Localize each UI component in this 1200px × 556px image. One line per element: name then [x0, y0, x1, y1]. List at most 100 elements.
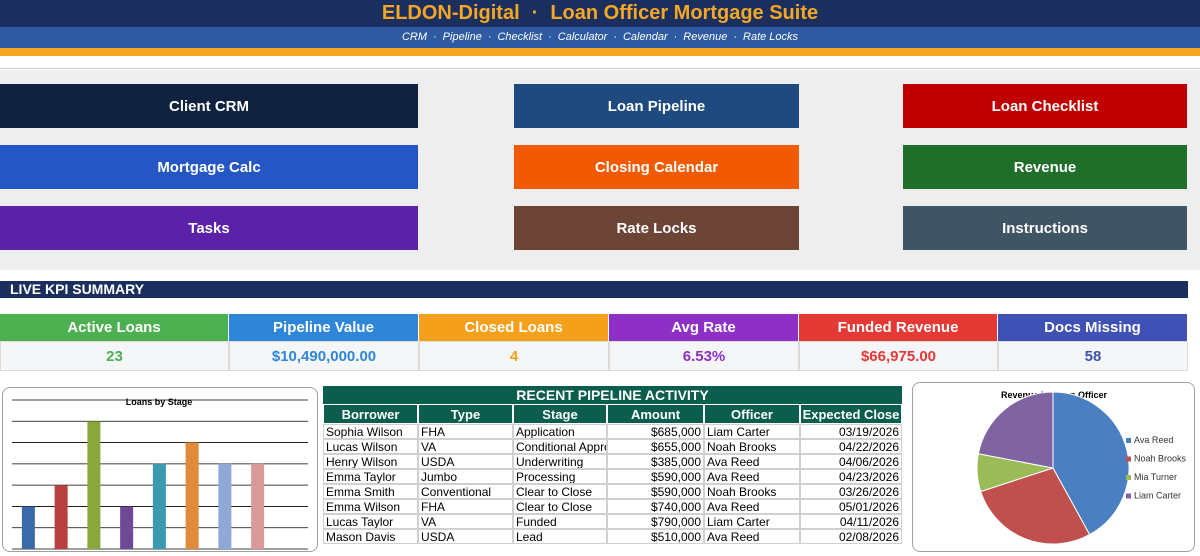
table-cell: $655,000 — [607, 439, 704, 454]
nav-button[interactable]: Client CRM — [0, 84, 418, 128]
table-header: Type — [418, 404, 513, 424]
nav-button[interactable]: Rate Locks — [514, 206, 799, 250]
kpi-label: Active Loans — [0, 314, 229, 341]
table-header: Expected Close — [800, 404, 902, 424]
table-cell: Lucas Taylor — [323, 514, 418, 529]
separator: · — [531, 2, 539, 24]
table-cell: Liam Carter — [704, 424, 800, 439]
table-cell: Funded — [513, 514, 607, 529]
legend-label: Mia Turner — [1134, 472, 1177, 482]
table-cell: Emma Taylor — [323, 469, 418, 484]
table-cell: Ava Reed — [704, 499, 800, 514]
kpi-label: Docs Missing — [998, 314, 1188, 341]
table-header: Borrower — [323, 404, 418, 424]
table-cell: 05/01/2026 — [800, 499, 902, 514]
menu-item[interactable]: Calendar — [622, 31, 668, 43]
table-cell: Sophia Wilson — [323, 424, 418, 439]
table-cell: VA — [418, 439, 513, 454]
kpi-value: $10,490,000.00 — [229, 341, 419, 371]
table-cell: Clear to Close — [513, 499, 607, 514]
legend-swatch — [1126, 475, 1131, 480]
menu-item[interactable]: Checklist — [497, 31, 543, 43]
table-title: RECENT PIPELINE ACTIVITY — [323, 386, 902, 404]
bar — [218, 463, 232, 549]
table-cell: $510,000 — [607, 529, 704, 544]
separator: · — [673, 31, 678, 43]
table-cell: $385,000 — [607, 454, 704, 469]
menu-item[interactable]: Rate Locks — [743, 31, 799, 43]
nav-button[interactable]: Loan Pipeline — [514, 84, 799, 128]
nav-button[interactable]: Revenue — [903, 145, 1187, 189]
legend-label: Ava Reed — [1134, 435, 1173, 445]
nav-button[interactable]: Loan Checklist — [903, 84, 1187, 128]
table-cell: Ava Reed — [704, 454, 800, 469]
bar — [21, 506, 35, 549]
kpi-value: 58 — [998, 341, 1188, 371]
accent-bar — [0, 48, 1200, 56]
table-cell: 04/22/2026 — [800, 439, 902, 454]
table-cell: Ava Reed — [704, 529, 800, 544]
nav-button[interactable]: Mortgage Calc — [0, 145, 418, 189]
nav-button[interactable]: Closing Calendar — [514, 145, 799, 189]
nav-menu: CRM · Pipeline · Checklist · Calculator · Calend… — [0, 27, 1200, 48]
title-right: Loan Officer Mortgage Suite — [550, 2, 819, 24]
table-cell: Processing — [513, 469, 607, 484]
nav-button[interactable]: Tasks — [0, 206, 418, 250]
table-cell: 04/11/2026 — [800, 514, 902, 529]
table-cell: Clear to Close — [513, 484, 607, 499]
table-cell: Lead — [513, 529, 607, 544]
table-cell: USDA — [418, 454, 513, 469]
app-title: ELDON-Digital · Loan Officer Mortgage Suit… — [0, 0, 1200, 27]
table-cell: $740,000 — [607, 499, 704, 514]
separator: · — [733, 31, 738, 43]
table-cell: 04/06/2026 — [800, 454, 902, 469]
kpi-label: Funded Revenue — [799, 314, 998, 341]
table-cell: Noah Brooks — [704, 484, 800, 499]
bar — [54, 485, 68, 549]
table-cell: 02/08/2026 — [800, 529, 902, 544]
table-cell: 03/19/2026 — [800, 424, 902, 439]
nav-button[interactable]: Instructions — [903, 206, 1187, 250]
table-cell: $590,000 — [607, 484, 704, 499]
title-left: ELDON-Digital — [381, 2, 520, 24]
kpi-label: Pipeline Value — [229, 314, 419, 341]
table-cell: Ava Reed — [704, 469, 800, 484]
table-cell: Application — [513, 424, 607, 439]
legend-label: Liam Carter — [1134, 491, 1181, 501]
bar — [120, 506, 134, 549]
pie-slice — [977, 391, 1054, 469]
kpi-label: Avg Rate — [609, 314, 799, 341]
separator: · — [548, 31, 552, 43]
bar — [152, 463, 166, 549]
legend-swatch — [1126, 456, 1131, 462]
menu-item[interactable]: Pipeline — [442, 31, 482, 43]
table-cell: FHA — [418, 499, 513, 514]
legend-swatch — [1126, 438, 1131, 443]
table-cell: Henry Wilson — [323, 454, 418, 469]
table-cell: Liam Carter — [704, 514, 800, 529]
table-cell: USDA — [418, 529, 513, 544]
table-cell: FHA — [418, 424, 513, 439]
table-cell: 03/26/2026 — [800, 484, 902, 499]
table-header: Officer — [704, 404, 800, 424]
table-cell: Lucas Wilson — [323, 439, 418, 454]
table-cell: 04/23/2026 — [800, 469, 902, 484]
kpi-title: LIVE KPI SUMMARY — [0, 281, 1188, 298]
kpi-value: $66,975.00 — [799, 341, 998, 371]
table-cell: Noah Brooks — [704, 439, 800, 454]
table-cell: Emma Wilson — [323, 499, 418, 514]
bar — [87, 421, 101, 549]
menu-item[interactable]: CRM — [401, 31, 427, 43]
menu-item[interactable]: Revenue — [683, 31, 728, 43]
kpi-value: 4 — [419, 341, 609, 371]
table-cell: VA — [418, 514, 513, 529]
bar-chart: Loans by Stage — [2, 387, 318, 552]
table-cell: Emma Smith — [323, 484, 418, 499]
table-cell: Conventional — [418, 484, 513, 499]
table-cell: Jumbo — [418, 469, 513, 484]
menu-item[interactable]: Calculator — [557, 31, 608, 43]
legend-swatch — [1126, 493, 1131, 499]
kpi-value: 23 — [0, 341, 229, 371]
table-cell: Conditional Approval — [513, 439, 607, 454]
